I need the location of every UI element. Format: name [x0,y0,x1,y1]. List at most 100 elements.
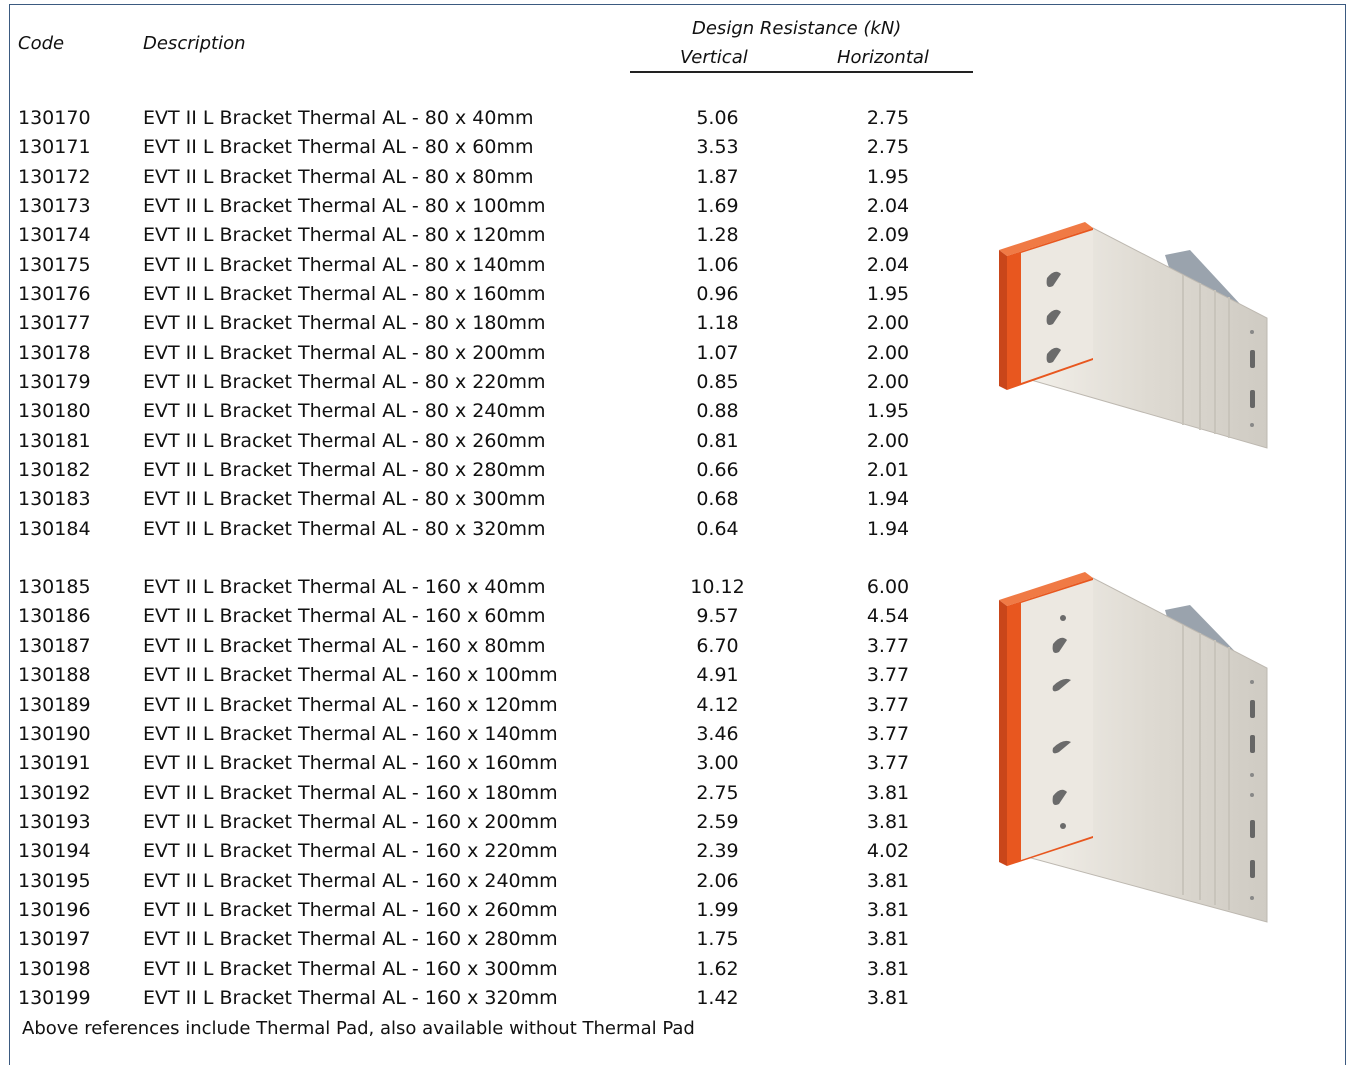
bracket-slot [1250,390,1255,408]
bracket-hole [1060,823,1066,829]
cell-description: EVT II L Bracket Thermal AL - 160 x 200m… [143,811,558,833]
bracket-hole [1250,773,1254,777]
cell-horizontal: 2.04 [866,254,910,276]
table-row: 130177 EVT II L Bracket Thermal AL - 80 x… [0,312,980,341]
cell-horizontal: 2.09 [866,224,910,246]
table-row: 130196 EVT II L Bracket Thermal AL - 160 … [0,899,980,928]
cell-code: 130173 [18,195,91,217]
cell-code: 130175 [18,254,91,276]
cell-code: 130198 [18,958,91,980]
table-row: 130192 EVT II L Bracket Thermal AL - 160 … [0,782,980,811]
cell-horizontal: 2.00 [866,430,910,452]
table-row: 130187 EVT II L Bracket Thermal AL - 160 … [0,635,980,664]
cell-description: EVT II L Bracket Thermal AL - 160 x 320m… [143,987,558,1009]
bracket-slot [1250,860,1255,878]
cell-code: 130182 [18,459,91,481]
cell-code: 130197 [18,928,91,950]
cell-horizontal: 1.94 [866,488,910,510]
table-row: 130198 EVT II L Bracket Thermal AL - 160 … [0,958,980,987]
cell-horizontal: 2.00 [866,312,910,334]
cell-horizontal: 3.77 [866,723,910,745]
table-row: 130184 EVT II L Bracket Thermal AL - 80 x… [0,518,980,547]
thermal-pad-side [999,250,1007,390]
cell-horizontal: 3.81 [866,811,910,833]
bracket-slot [1052,740,1071,754]
cell-vertical: 0.81 [696,430,739,452]
table-row: 130186 EVT II L Bracket Thermal AL - 160 … [0,605,980,634]
table-row: 130182 EVT II L Bracket Thermal AL - 80 x… [0,459,980,488]
cell-code: 130199 [18,987,91,1009]
cell-horizontal: 3.81 [866,928,910,950]
cell-horizontal: 6.00 [866,576,910,598]
cell-code: 130193 [18,811,91,833]
cell-code: 130195 [18,870,91,892]
cell-code: 130194 [18,840,91,862]
cell-horizontal: 2.04 [866,195,910,217]
cell-code: 130190 [18,723,91,745]
bracket-slot [1250,735,1255,753]
cell-horizontal: 2.75 [866,136,910,158]
cell-description: EVT II L Bracket Thermal AL - 80 x 60mm [143,136,534,158]
cell-vertical: 1.62 [696,958,739,980]
table-row: 130191 EVT II L Bracket Thermal AL - 160 … [0,752,980,781]
cell-horizontal: 1.95 [866,166,910,188]
table-row: 130199 EVT II L Bracket Thermal AL - 160 … [0,987,980,1016]
cell-description: EVT II L Bracket Thermal AL - 160 x 40mm [143,576,546,598]
cell-code: 130196 [18,899,91,921]
cell-vertical: 0.96 [696,283,739,305]
table-row: 130195 EVT II L Bracket Thermal AL - 160 … [0,870,980,899]
cell-vertical: 1.42 [696,987,739,1009]
cell-code: 130180 [18,400,91,422]
cell-vertical: 4.12 [696,694,739,716]
bracket-hole [1250,680,1254,684]
cell-horizontal: 3.77 [866,752,910,774]
cell-description: EVT II L Bracket Thermal AL - 80 x 140mm [143,254,546,276]
bracket-slot [1046,347,1061,363]
cell-vertical: 4.91 [696,664,739,686]
cell-code: 130192 [18,782,91,804]
cell-description: EVT II L Bracket Thermal AL - 160 x 120m… [143,694,558,716]
cell-code: 130174 [18,224,91,246]
cell-code: 130179 [18,371,91,393]
cell-description: EVT II L Bracket Thermal AL - 160 x 300m… [143,958,558,980]
cell-vertical: 6.70 [696,635,739,657]
cell-vertical: 1.87 [696,166,739,188]
cell-description: EVT II L Bracket Thermal AL - 160 x 160m… [143,752,558,774]
cell-vertical: 2.06 [696,870,739,892]
table-row: 130197 EVT II L Bracket Thermal AL - 160 … [0,928,980,957]
cell-vertical: 2.39 [696,840,739,862]
cell-horizontal: 4.02 [866,840,910,862]
cell-code: 130171 [18,136,91,158]
table-row: 130178 EVT II L Bracket Thermal AL - 80 x… [0,342,980,371]
cell-vertical: 1.75 [696,928,739,950]
thermal-pad-top [999,222,1093,256]
cell-code: 130177 [18,312,91,334]
cell-description: EVT II L Bracket Thermal AL - 80 x 280mm [143,459,546,481]
bracket-hole [1250,793,1254,797]
cell-vertical: 1.07 [696,342,739,364]
cell-horizontal: 3.81 [866,870,910,892]
table-row: 130171 EVT II L Bracket Thermal AL - 80 x… [0,136,980,165]
cell-description: EVT II L Bracket Thermal AL - 160 x 280m… [143,928,558,950]
header-design-resistance: Design Resistance (kN) [692,18,902,39]
cell-horizontal: 3.77 [866,664,910,686]
cell-vertical: 3.00 [696,752,739,774]
bracket-slot [1052,678,1071,692]
header-vertical: Vertical [680,47,748,68]
bracket-slot [1250,700,1255,718]
cell-vertical: 2.75 [696,782,739,804]
cell-vertical: 0.64 [696,518,739,540]
cell-code: 130181 [18,430,91,452]
bracket-slot [1046,271,1061,287]
cell-code: 130176 [18,283,91,305]
cell-vertical: 1.69 [696,195,739,217]
bracket-160-illustration [999,572,1268,923]
cell-description: EVT II L Bracket Thermal AL - 160 x 240m… [143,870,558,892]
cell-code: 130187 [18,635,91,657]
header-description: Description [143,33,246,54]
cell-vertical: 9.57 [696,605,739,627]
thermal-pad-top [999,572,1093,606]
bracket-slot [1052,637,1067,653]
cell-description: EVT II L Bracket Thermal AL - 160 x 100m… [143,664,558,686]
cell-description: EVT II L Bracket Thermal AL - 80 x 300mm [143,488,546,510]
